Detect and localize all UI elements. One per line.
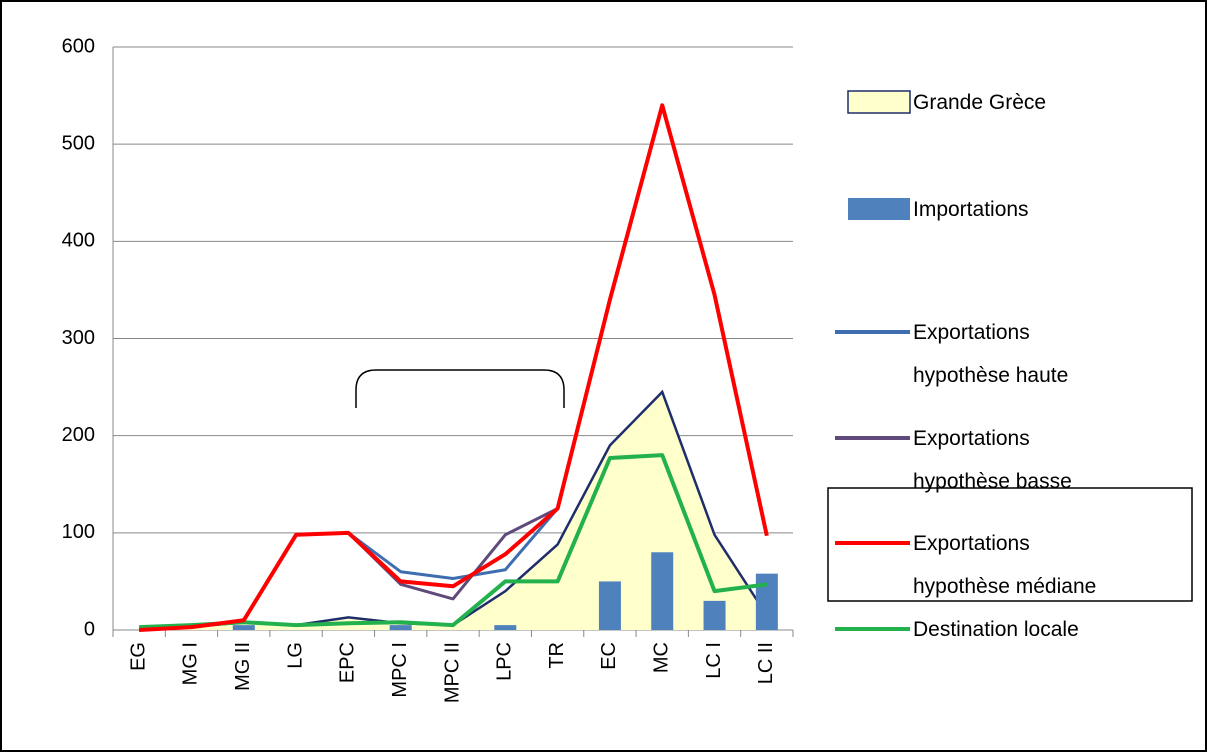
area <box>139 391 767 630</box>
legend-highlight <box>827 487 1193 602</box>
y-tick-label: 0 <box>84 618 95 640</box>
x-tick-label: EC <box>598 642 620 670</box>
legend-label: Importations <box>913 197 1029 221</box>
x-tick-label: LC I <box>703 642 725 679</box>
bar <box>703 600 726 630</box>
x-tick-label: LC II <box>755 642 777 684</box>
x-tick-label: EG <box>127 642 149 671</box>
x-tick-label: MC <box>651 642 673 673</box>
x-tick-label: MPC I <box>389 642 411 698</box>
y-tick-label: 200 <box>62 424 95 446</box>
bar <box>232 625 255 630</box>
bar <box>389 625 412 630</box>
legend-label: Exportations hypothèse médiane <box>913 532 1097 598</box>
x-tick-label: MPC II <box>441 642 463 703</box>
bar <box>598 581 621 630</box>
y-tick-label: 500 <box>62 132 95 154</box>
bar <box>651 552 674 630</box>
bar <box>494 625 517 630</box>
x-tick-label: EPC <box>337 642 359 683</box>
x-tick-label: LG <box>284 642 306 669</box>
legend-swatch <box>848 198 910 220</box>
x-tick-label: LPC <box>494 642 516 681</box>
bracket <box>355 369 565 408</box>
line <box>139 103 769 632</box>
x-tick-label: MG I <box>180 642 202 685</box>
x-tick-label: TR <box>546 642 568 669</box>
y-tick-label: 600 <box>62 35 95 57</box>
x-tick-label: MG II <box>232 642 254 691</box>
y-tick-label: 400 <box>62 230 95 252</box>
legend-swatch <box>847 90 911 114</box>
legend-label: Destination locale <box>913 617 1079 641</box>
bar <box>755 573 778 630</box>
legend-label: Exportations hypothèse basse <box>913 427 1072 493</box>
y-tick-label: 300 <box>62 327 95 349</box>
y-tick-label: 100 <box>62 521 95 543</box>
legend-label: Grande Grèce <box>913 90 1047 114</box>
legend-label: Exportations hypothèse haute <box>913 321 1069 387</box>
